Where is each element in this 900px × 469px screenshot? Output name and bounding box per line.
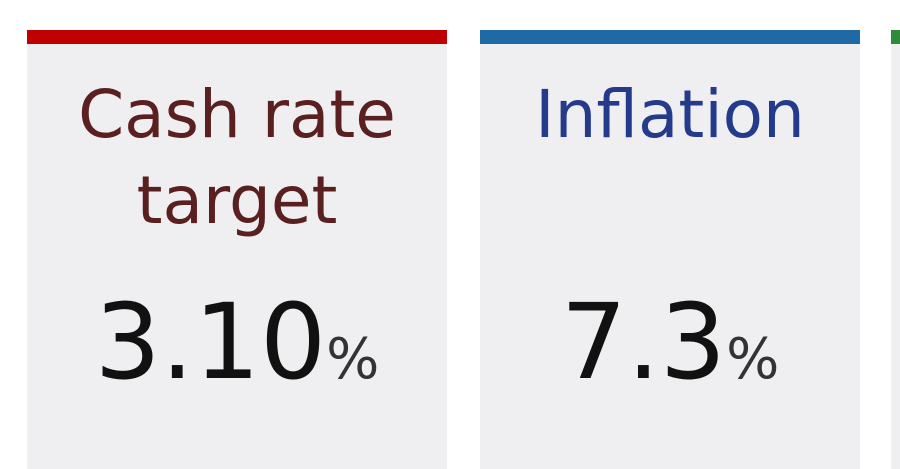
- card-title: Inflation: [535, 76, 805, 153]
- card-value: 7.3%: [480, 282, 860, 402]
- card-title: Cash rate target: [78, 76, 396, 239]
- stat-card: Cash rate target 3.10%: [27, 30, 447, 469]
- stat-card: [891, 30, 900, 469]
- card-value: 3.10%: [27, 282, 447, 402]
- stat-card: Inflation 7.3%: [480, 30, 860, 469]
- value-unit: %: [326, 327, 380, 392]
- value-number: 7.3: [560, 281, 727, 403]
- value-unit: %: [726, 327, 780, 392]
- value-number: 3.10: [94, 281, 327, 403]
